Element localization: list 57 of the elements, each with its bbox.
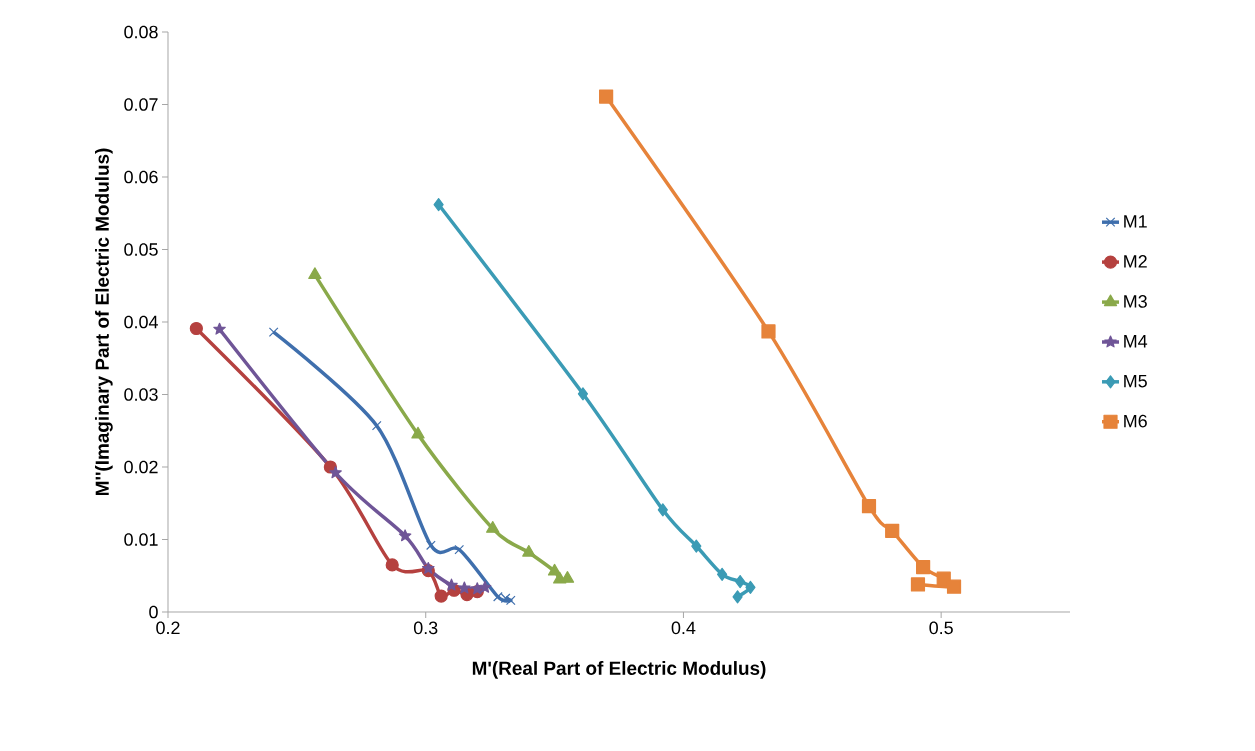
x-tick-label: 0.2 [156, 621, 180, 635]
y-tick-label: 0.02 [124, 460, 158, 474]
point [861, 499, 877, 514]
y-tick-label: 0.06 [124, 170, 158, 184]
point [716, 567, 728, 581]
point [745, 580, 756, 594]
point [946, 579, 962, 594]
y-tick-label: 0.08 [124, 25, 158, 39]
point [577, 387, 589, 401]
point [657, 503, 668, 517]
point [329, 466, 342, 479]
point [547, 563, 562, 576]
legend-label: M4 [1124, 335, 1148, 348]
point [470, 582, 484, 595]
point [411, 426, 425, 439]
x-tick-label: 0.3 [413, 621, 438, 635]
legend-label: M5 [1124, 374, 1147, 388]
y-tick-label: 0.07 [124, 98, 158, 111]
point [189, 321, 203, 336]
point [308, 267, 322, 279]
point [458, 581, 471, 594]
point [910, 577, 926, 592]
point [505, 595, 516, 606]
point [885, 523, 900, 538]
point [916, 559, 931, 575]
y-tick-label: 0 [149, 605, 158, 619]
point [599, 89, 614, 104]
point [445, 578, 458, 591]
point [433, 197, 444, 212]
y-tick-label: 0.04 [124, 315, 158, 329]
point [761, 324, 776, 339]
point [213, 322, 226, 335]
point [478, 580, 492, 593]
point [426, 540, 436, 551]
legend-label: M3 [1124, 295, 1147, 308]
x-axis-title: M'(Real Part of Electric Modulus) [472, 661, 766, 679]
point [522, 544, 536, 557]
point [421, 561, 435, 574]
y-axis-title: M''(Imaginary Part of Electric Modulus) [95, 148, 113, 496]
point [486, 521, 500, 533]
point [732, 590, 743, 604]
legend-label: M1 [1124, 215, 1147, 228]
legend-label: M2 [1124, 255, 1147, 268]
point [268, 327, 279, 337]
point [398, 529, 412, 542]
y-tick-label: 0.01 [124, 533, 158, 546]
x-tick-label: 0.4 [671, 621, 696, 635]
legend-label: M6 [1124, 414, 1147, 428]
point [691, 539, 702, 553]
point [371, 420, 382, 431]
y-tick-label: 0.05 [124, 243, 158, 256]
point [735, 574, 746, 589]
y-tick-label: 0.03 [124, 388, 158, 401]
point [434, 589, 448, 603]
point [385, 558, 399, 572]
point [454, 544, 465, 555]
x-tick-label: 0.5 [929, 621, 953, 635]
